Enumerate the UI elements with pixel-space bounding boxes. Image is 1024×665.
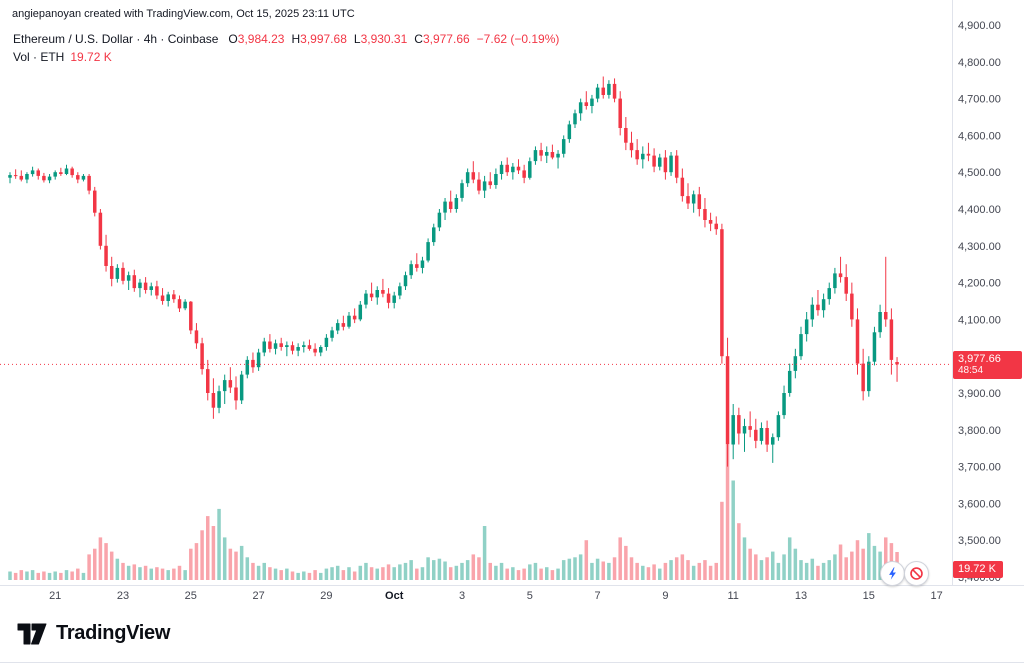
price-change: −7.62 (−0.19%) <box>476 32 560 46</box>
svg-text:29: 29 <box>320 590 332 602</box>
svg-text:3,900.00: 3,900.00 <box>958 388 1001 400</box>
svg-text:7: 7 <box>595 590 601 602</box>
price-axis[interactable]: 4,900.00 4,800.00 4,700.00 4,600.00 4,500.00… <box>958 20 1001 584</box>
footer: TradingView <box>17 622 170 645</box>
svg-text:25: 25 <box>185 590 197 602</box>
svg-text:4,800.00: 4,800.00 <box>958 57 1001 69</box>
svg-text:3,500.00: 3,500.00 <box>958 535 1001 547</box>
bar-countdown: 48:54 <box>958 365 984 376</box>
svg-text:4,400.00: 4,400.00 <box>958 204 1001 216</box>
candles-layer <box>8 76 899 467</box>
svg-text:15: 15 <box>863 590 875 602</box>
svg-text:3,800.00: 3,800.00 <box>958 425 1001 437</box>
svg-text:17: 17 <box>930 590 942 602</box>
svg-text:11: 11 <box>727 590 738 602</box>
svg-text:13: 13 <box>795 590 807 602</box>
symbol-title[interactable]: Ethereum / U.S. Dollar · 4h · Coinbase <box>13 32 219 46</box>
volume-layer <box>8 445 899 580</box>
chart-legend: Ethereum / U.S. Dollar · 4h · Coinbase O… <box>13 32 559 46</box>
svg-text:21: 21 <box>49 590 61 602</box>
current-price-value: 3,977.66 <box>958 353 1001 365</box>
svg-text:3: 3 <box>459 590 465 602</box>
ohlc-open: O3,984.23 <box>228 32 285 46</box>
svg-text:4,700.00: 4,700.00 <box>958 94 1001 106</box>
svg-text:4,100.00: 4,100.00 <box>958 314 1001 326</box>
svg-text:27: 27 <box>252 590 264 602</box>
lightning-bolt-icon <box>889 567 896 580</box>
svg-text:3,600.00: 3,600.00 <box>958 498 1001 510</box>
svg-text:5: 5 <box>527 590 533 602</box>
svg-text:23: 23 <box>117 590 129 602</box>
ohlc-low: L3,930.31 <box>353 32 408 46</box>
lightning-reaction-icon[interactable] <box>880 561 905 586</box>
svg-text:4,300.00: 4,300.00 <box>958 241 1001 253</box>
attribution-text: angiepanoyan created with TradingView.co… <box>12 8 355 20</box>
volume-legend: Vol · ETH 19.72 K <box>13 50 112 64</box>
volume-label[interactable]: Vol · ETH <box>13 50 65 64</box>
volume-badge: 19.72 K <box>953 561 1003 578</box>
svg-text:4,500.00: 4,500.00 <box>958 167 1001 179</box>
svg-text:4,200.00: 4,200.00 <box>958 278 1001 290</box>
tradingview-logo-icon[interactable] <box>17 623 47 645</box>
volume-value: 19.72 K <box>70 50 112 64</box>
current-price-badge[interactable]: 3,977.66 48:54 <box>953 351 1022 379</box>
ohlc-high: H3,997.68 <box>291 32 347 46</box>
ohlc-close: C3,977.66 <box>414 32 470 46</box>
svg-text:Oct: Oct <box>385 590 404 602</box>
time-axis[interactable]: 21 23 25 27 29 Oct 3 5 7 9 11 13 15 17 <box>49 590 943 602</box>
svg-text:3,700.00: 3,700.00 <box>958 462 1001 474</box>
reaction-bubbles <box>880 561 929 586</box>
tradingview-wordmark[interactable]: TradingView <box>56 622 171 644</box>
circle-slash-icon <box>910 567 923 580</box>
svg-text:4,600.00: 4,600.00 <box>958 130 1001 142</box>
svg-text:4,900.00: 4,900.00 <box>958 20 1001 32</box>
svg-text:9: 9 <box>662 590 668 602</box>
prohibited-reaction-icon[interactable] <box>904 561 929 586</box>
